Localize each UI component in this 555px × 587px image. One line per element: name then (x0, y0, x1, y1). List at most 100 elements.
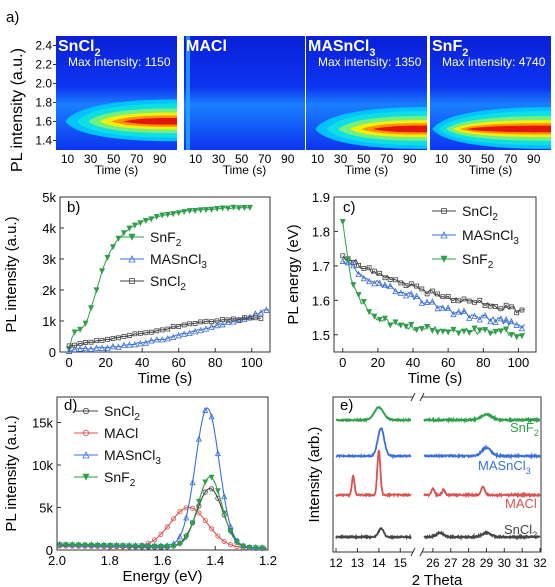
xtick-label: 15 (394, 556, 408, 570)
series-line (59, 407, 267, 548)
xtick-label: 14 (372, 556, 386, 570)
panel-label-b: b) (67, 199, 80, 216)
data-point (196, 498, 202, 505)
data-point (192, 207, 199, 214)
data-point (227, 523, 234, 530)
heatmap-ytick-labels: 2.4 2.2 2.0 1.8 1.6 1.4 (35, 39, 57, 148)
data-point (214, 450, 221, 457)
data-point (376, 279, 383, 286)
data-point (71, 345, 78, 353)
series-SnF2 (339, 219, 525, 341)
heatmap-xtick-label: 90 (153, 152, 167, 166)
data-point (170, 324, 176, 329)
ytick-label: 1.5 (312, 328, 330, 343)
heatmap-title: SnF2 (432, 38, 468, 59)
heatmap-ytick-label: 1.6 (35, 115, 52, 129)
plot-e: 12 13 14 15 26 27 28 29 30 31 32 2 Theta Intensity (… (306, 392, 547, 587)
data-point (241, 204, 248, 211)
data-point (503, 302, 509, 308)
data-point (82, 320, 89, 327)
data-point (190, 505, 196, 511)
data-point (132, 331, 138, 337)
data-point (235, 316, 243, 323)
xtick-label: 60 (171, 355, 185, 370)
data-point (192, 321, 198, 326)
series-SnF2 (66, 204, 253, 353)
data-point (203, 318, 209, 324)
series-line (335, 406, 412, 423)
data-point (76, 345, 84, 352)
data-point (460, 307, 468, 314)
data-point (392, 319, 399, 326)
series-line (423, 412, 541, 424)
data-point (213, 321, 221, 329)
data-point (208, 474, 215, 481)
heatmap-xlabel: Time (s) (345, 163, 389, 177)
data-point (497, 315, 505, 322)
data-point (413, 292, 420, 299)
series-line (335, 527, 412, 541)
data-point (408, 281, 414, 287)
data-point (225, 205, 231, 212)
data-point (82, 473, 90, 481)
data-point (466, 298, 472, 304)
data-point (429, 298, 436, 305)
data-point (202, 479, 209, 486)
ytick-label: 2k (42, 283, 56, 298)
legend-label: MASnCl3 (104, 447, 161, 467)
ytick-label: 1.9 (312, 190, 330, 205)
ytick-label: 10k (32, 458, 53, 473)
ytick-label: 1.8 (312, 224, 330, 239)
data-point (450, 326, 457, 333)
data-point (387, 282, 394, 289)
data-point (240, 543, 247, 550)
data-point (186, 329, 193, 336)
data-point (225, 317, 231, 323)
data-point (153, 336, 160, 343)
data-point (181, 209, 188, 216)
xtick-label: 31 (515, 556, 529, 570)
heatmap-ytick-label: 1.4 (35, 134, 52, 148)
xtick-label: 1.8 (101, 553, 119, 568)
data-point (429, 288, 435, 294)
data-point (148, 329, 154, 335)
data-point (445, 294, 451, 299)
heatmap-ytick-label: 2.4 (35, 39, 52, 53)
data-point (440, 231, 448, 239)
plot-c: 0 20 40 60 80 100 1.5 1.6 1.7 1.8 1.9 Time (s) PL en… (285, 190, 537, 387)
data-point (115, 235, 122, 242)
data-point (164, 335, 171, 342)
ytick-label: 5k (39, 501, 53, 516)
axis-break-mark (419, 392, 425, 402)
heatmap-xtick-label: 50 (107, 152, 121, 166)
data-point (513, 334, 520, 341)
data-point (221, 510, 228, 517)
data-point (440, 255, 448, 263)
data-point (456, 298, 462, 304)
series-SnCl2 (340, 253, 525, 316)
data-point (82, 451, 90, 459)
series-SnCl2 (66, 315, 264, 349)
series-line (335, 427, 412, 460)
plot-frame (332, 396, 542, 553)
data-point (151, 543, 158, 550)
data-point (258, 316, 264, 321)
data-point (164, 524, 170, 530)
data-point (164, 543, 171, 550)
data-point (508, 317, 515, 325)
data-point (257, 309, 265, 316)
data-point (195, 435, 202, 442)
data-point (503, 326, 510, 333)
xtick-label: 20 (371, 355, 385, 370)
data-point (98, 344, 106, 351)
series-line (59, 506, 267, 549)
heatmap-intensity-band (186, 36, 190, 150)
series-line (59, 476, 267, 549)
series-label: MASnCl3 (478, 458, 531, 476)
data-point (355, 292, 362, 299)
legend-label: SnCl2 (150, 273, 186, 293)
series-SnCl2 (335, 527, 541, 541)
data-point (75, 542, 82, 549)
heatmap-xtick-label: 50 (235, 152, 249, 166)
